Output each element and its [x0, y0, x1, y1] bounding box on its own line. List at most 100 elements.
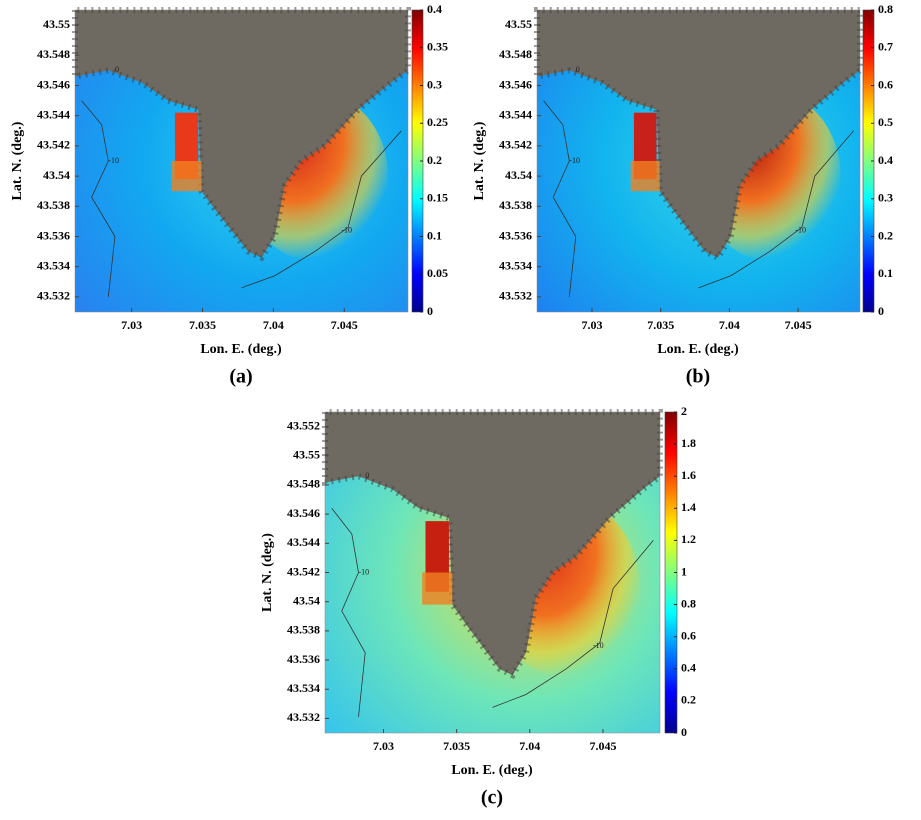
- colorbar-tick-label: 0.1: [878, 266, 893, 280]
- y-tick-label: 43.55: [505, 17, 532, 31]
- y-tick-label: 43.548: [499, 47, 532, 61]
- y-tick-label: 43.54: [293, 593, 320, 607]
- y-tick-label: 43.532: [287, 710, 320, 724]
- panel-label: (c): [481, 787, 503, 809]
- colorbar-tick-label: 2: [681, 404, 687, 418]
- x-tick-label: 7.04: [263, 318, 284, 332]
- colorbar-tick-label: 0.15: [427, 191, 448, 205]
- x-tick-label: 7.045: [785, 318, 812, 332]
- colorbar-tick-label: 0.4: [681, 661, 696, 675]
- colorbar-tick-label: 0.2: [427, 153, 442, 167]
- panel-label: (a): [229, 366, 252, 388]
- colorbar-tick-label: 0: [427, 304, 433, 318]
- y-tick-label: 43.544: [37, 107, 70, 121]
- plot-frame: [74, 9, 409, 313]
- y-tick-label: 43.54: [505, 168, 532, 182]
- y-axis-title: Lat. N. (deg.): [472, 121, 487, 200]
- y-tick-label: 43.542: [287, 564, 320, 578]
- plot-frame: [536, 9, 861, 313]
- y-tick-label: 43.548: [287, 477, 320, 491]
- x-tick-label: 7.03: [121, 318, 142, 332]
- land: [537, 10, 860, 258]
- panel-label: (b): [686, 366, 710, 388]
- x-tick-label: 7.03: [373, 739, 394, 753]
- y-tick-label: 43.55: [43, 17, 70, 31]
- x-axis-title: Lon. E. (deg.): [657, 342, 739, 357]
- x-axis-title: Lon. E. (deg.): [451, 763, 533, 778]
- colorbar-tick-label: 0.4: [878, 153, 893, 167]
- y-tick-label: 43.548: [37, 47, 70, 61]
- colorbar-tick-label: 0.6: [878, 77, 893, 91]
- land-texture: [322, 409, 663, 680]
- colorbar-tick-label: 0.7: [878, 40, 893, 54]
- west-harbor-fade: [422, 572, 453, 605]
- y-tick-label: 43.552: [287, 418, 320, 432]
- contour-label: -10: [593, 641, 604, 650]
- contour-line: [543, 100, 577, 297]
- contour-label: -10: [795, 225, 806, 234]
- y-tick-label: 43.542: [37, 138, 70, 152]
- land-texture: [72, 7, 411, 262]
- contour-line: [81, 100, 116, 297]
- colorbar-tick-label: 1.2: [681, 532, 696, 546]
- x-tick-label: 7.035: [647, 318, 674, 332]
- colorbar-tick-label: 0.2: [878, 228, 893, 242]
- y-tick-label: 43.546: [37, 77, 70, 91]
- west-harbor-fade: [171, 161, 202, 192]
- y-tick-label: 43.536: [37, 228, 70, 242]
- colorbar-tick-label: 1: [681, 564, 687, 578]
- west-harbor-fade: [630, 161, 660, 192]
- colorbar-tick-label: 0.2: [681, 693, 696, 707]
- colorbar-tick-label: 0.8: [878, 2, 893, 16]
- land: [325, 412, 660, 676]
- colorbar-tick-label: 0.6: [681, 628, 696, 642]
- y-tick-label: 43.54: [43, 168, 70, 182]
- contour-label: 0: [365, 471, 369, 480]
- y-axis-title: Lat. N. (deg.): [260, 533, 275, 612]
- x-tick-label: 7.035: [443, 739, 470, 753]
- x-tick-label: 7.045: [331, 318, 358, 332]
- y-tick-label: 43.538: [499, 198, 532, 212]
- contour-line: [241, 130, 402, 289]
- contour-line: [331, 508, 366, 717]
- colorbar-tick-label: 0.35: [427, 40, 448, 54]
- y-tick-label: 43.534: [499, 258, 532, 272]
- x-axis-title: Lon. E. (deg.): [200, 342, 282, 357]
- x-tick-label: 7.04: [719, 318, 740, 332]
- contour-label: -10: [359, 567, 370, 576]
- y-tick-label: 43.534: [287, 681, 320, 695]
- contour-label: 0: [115, 65, 119, 74]
- colorbar-tick-label: 0.1: [427, 228, 442, 242]
- colorbar-tick-label: 0.8: [681, 596, 696, 610]
- y-tick-label: 43.546: [499, 77, 532, 91]
- x-tick-label: 7.03: [581, 318, 602, 332]
- y-tick-label: 43.538: [287, 623, 320, 637]
- contour-label: -10: [569, 156, 580, 165]
- y-tick-label: 43.55: [293, 448, 320, 462]
- y-tick-label: 43.536: [287, 652, 320, 666]
- contour-label: -10: [108, 156, 119, 165]
- x-tick-label: 7.035: [189, 318, 216, 332]
- y-tick-label: 43.544: [287, 535, 320, 549]
- y-tick-label: 43.538: [37, 198, 70, 212]
- colorbar-tick-label: 0: [681, 725, 687, 739]
- contour-label: 0: [576, 65, 580, 74]
- colorbar-tick-label: 0.4: [427, 2, 442, 16]
- colorbar-tick-label: 0: [878, 304, 884, 318]
- contour-line: [698, 130, 854, 289]
- y-tick-label: 43.532: [37, 289, 70, 303]
- colorbar-tick-label: 0.3: [427, 77, 442, 91]
- y-tick-label: 43.534: [37, 258, 70, 272]
- colorbar-tick-label: 1.8: [681, 436, 696, 450]
- contour-line: [492, 540, 654, 708]
- colorbar-tick-label: 0.3: [878, 191, 893, 205]
- colorbar-tick-label: 0.05: [427, 266, 448, 280]
- colorbar-tick-label: 1.6: [681, 468, 696, 482]
- x-tick-label: 7.04: [519, 739, 540, 753]
- y-tick-label: 43.536: [499, 228, 532, 242]
- y-tick-label: 43.546: [287, 506, 320, 520]
- land: [75, 10, 408, 258]
- contour-label: -10: [341, 225, 352, 234]
- colorbar-tick-label: 1.4: [681, 500, 696, 514]
